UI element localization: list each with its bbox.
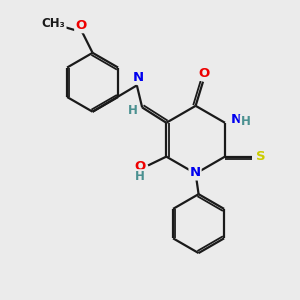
Text: O: O (199, 67, 210, 80)
Text: H: H (128, 104, 138, 117)
Text: S: S (256, 150, 266, 163)
Text: H: H (241, 115, 250, 128)
Text: N: N (190, 167, 201, 179)
Text: O: O (134, 160, 146, 173)
Text: N: N (133, 70, 144, 84)
Text: H: H (135, 170, 145, 183)
Text: N: N (231, 113, 242, 126)
Text: O: O (75, 19, 86, 32)
Text: CH₃: CH₃ (42, 17, 66, 31)
